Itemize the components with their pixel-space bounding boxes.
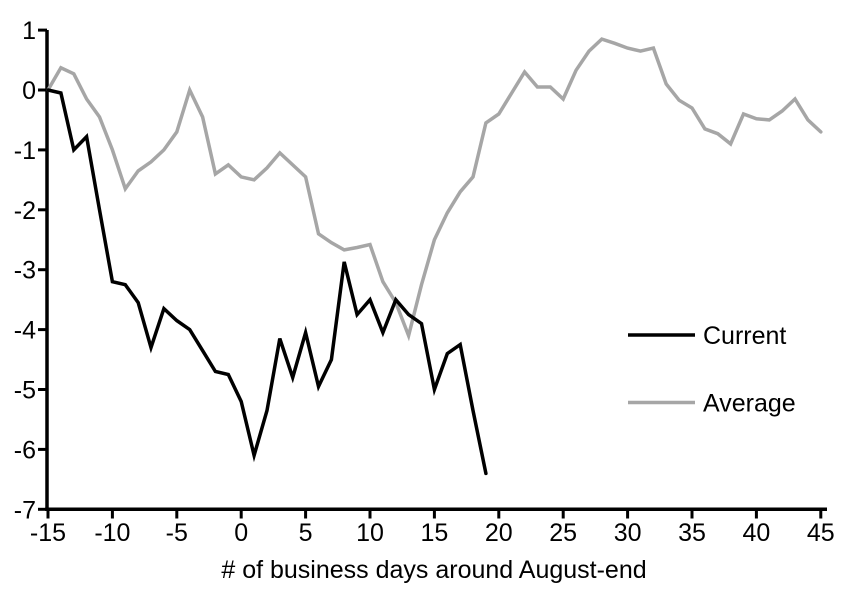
series-line-current — [46, 88, 488, 476]
x-tick-label: 20 — [485, 519, 513, 547]
x-tick-label: 0 — [234, 519, 248, 547]
y-axis-tick-labels: 1 0 -1 -2 -3 -4 -5 -6 -7 — [14, 17, 36, 524]
x-tick-label: -15 — [30, 519, 66, 547]
legend-label-average: Average — [703, 390, 796, 418]
legend-item-average: Average — [628, 390, 796, 418]
x-tick-label: 5 — [299, 519, 313, 547]
x-tick-label: 40 — [742, 519, 770, 547]
x-tick-label: -5 — [166, 519, 188, 547]
x-tick-label: 25 — [549, 519, 577, 547]
x-tick-label: 30 — [614, 519, 642, 547]
series-line-average — [46, 37, 823, 342]
chart-series — [46, 37, 823, 476]
x-tick-label: 15 — [420, 519, 448, 547]
chart-legend: Current Average — [628, 322, 796, 418]
y-tick-label: -2 — [14, 197, 36, 225]
y-tick-label: -7 — [14, 496, 36, 524]
y-tick-label: 0 — [22, 77, 36, 105]
y-tick-label: -6 — [14, 436, 36, 464]
x-axis-title: # of business days around August-end — [221, 556, 646, 584]
y-tick-label: -3 — [14, 257, 36, 285]
x-tick-label: 45 — [807, 519, 835, 547]
legend-item-current: Current — [628, 322, 786, 350]
x-tick-label: 10 — [356, 519, 384, 547]
y-tick-label: 1 — [22, 17, 36, 45]
y-tick-label: -4 — [14, 317, 36, 345]
y-tick-label: -5 — [14, 377, 36, 405]
y-axis-tick-marks — [38, 28, 47, 511]
x-axis-tick-labels: -15 -10 -5 0 5 10 15 20 25 30 35 40 45 — [30, 519, 835, 547]
x-tick-label: -10 — [94, 519, 130, 547]
legend-label-current: Current — [703, 322, 786, 350]
y-tick-label: -1 — [14, 137, 36, 165]
x-tick-label: 35 — [678, 519, 706, 547]
